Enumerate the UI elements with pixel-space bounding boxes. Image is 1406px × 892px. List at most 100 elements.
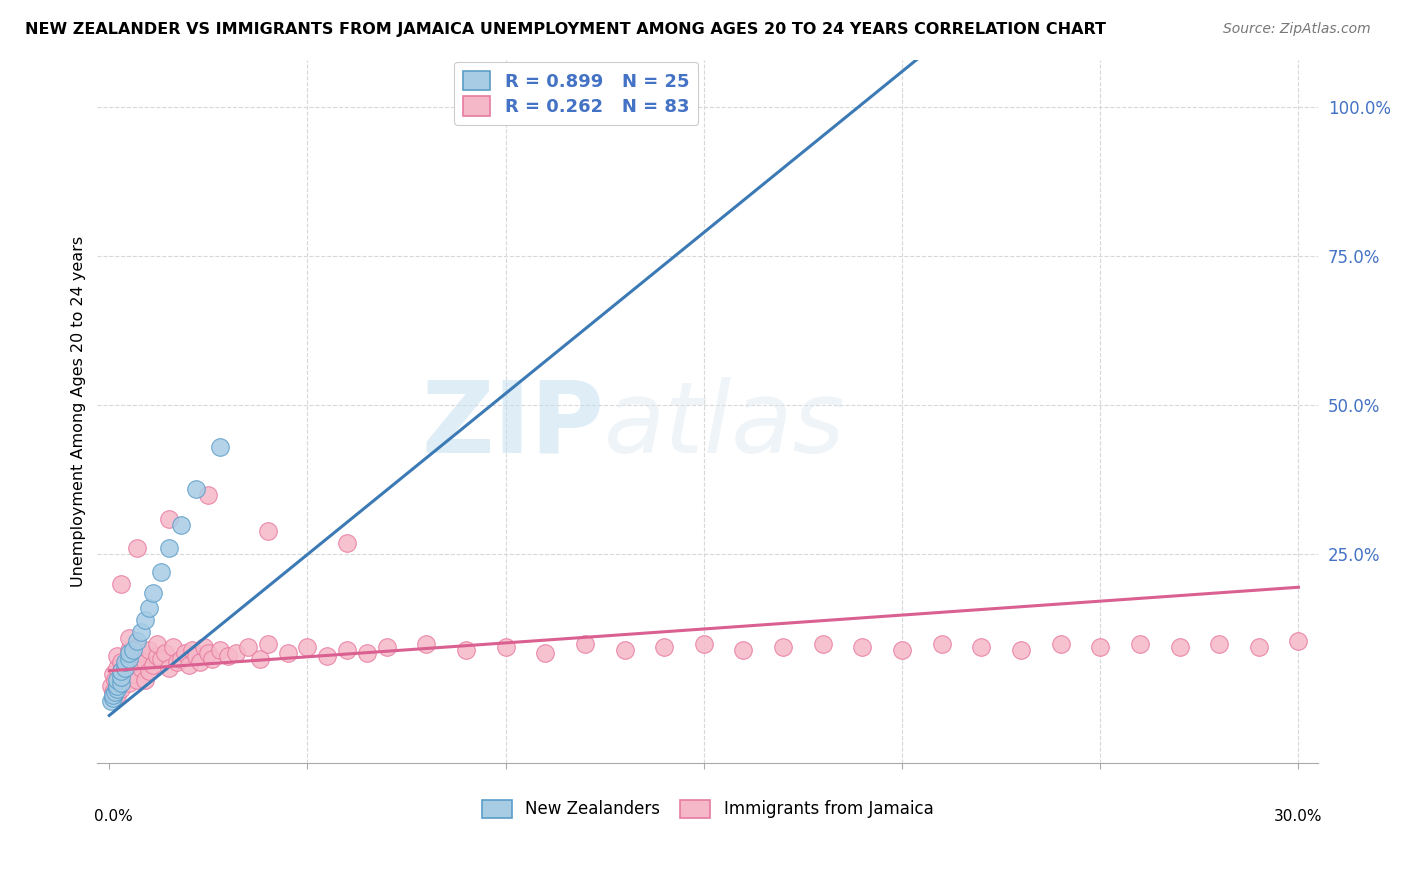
Point [114, 670, 136, 684]
Point [356, 646, 378, 660]
Point [105, 688, 128, 702]
Point [118, 646, 141, 660]
Point [100, 693, 122, 707]
Point [201, 652, 224, 666]
Point [129, 624, 152, 639]
Point [118, 631, 141, 645]
Point [1168, 640, 1191, 654]
Point [104, 673, 127, 687]
Point [157, 661, 180, 675]
Point [114, 661, 136, 675]
Point [114, 657, 136, 672]
Point [256, 524, 278, 538]
Point [574, 637, 596, 651]
Point [134, 655, 156, 669]
Point [375, 640, 398, 654]
Point [772, 640, 794, 654]
Point [613, 643, 636, 657]
Point [1208, 637, 1230, 651]
Point [173, 646, 195, 660]
Text: atlas: atlas [605, 377, 845, 474]
Point [103, 684, 125, 698]
Text: 0.0%: 0.0% [94, 809, 132, 824]
Point [138, 664, 160, 678]
Point [110, 664, 132, 678]
Point [110, 681, 132, 696]
Point [733, 643, 755, 657]
Point [277, 646, 299, 660]
Point [129, 646, 152, 660]
Point [495, 640, 517, 654]
Point [146, 637, 169, 651]
Point [225, 646, 247, 660]
Point [105, 681, 128, 696]
Point [118, 675, 141, 690]
Point [181, 643, 204, 657]
Point [110, 655, 132, 669]
Point [114, 655, 136, 669]
Point [811, 637, 834, 651]
Point [970, 640, 993, 654]
Point [104, 684, 127, 698]
Point [122, 648, 145, 663]
Point [105, 661, 128, 675]
Point [851, 640, 873, 654]
Point [157, 511, 180, 525]
Text: NEW ZEALANDER VS IMMIGRANTS FROM JAMAICA UNEMPLOYMENT AMONG AGES 20 TO 24 YEARS : NEW ZEALANDER VS IMMIGRANTS FROM JAMAICA… [25, 22, 1107, 37]
Point [122, 666, 145, 681]
Point [125, 541, 148, 556]
Point [105, 673, 128, 687]
Point [146, 648, 169, 663]
Point [138, 643, 160, 657]
Point [1129, 637, 1152, 651]
Point [105, 679, 128, 693]
Point [336, 535, 359, 549]
Y-axis label: Unemployment Among Ages 20 to 24 years: Unemployment Among Ages 20 to 24 years [72, 235, 86, 587]
Point [157, 541, 180, 556]
Point [217, 648, 239, 663]
Point [891, 643, 914, 657]
Point [110, 675, 132, 690]
Point [316, 648, 339, 663]
Text: Source: ZipAtlas.com: Source: ZipAtlas.com [1223, 22, 1371, 37]
Point [169, 517, 191, 532]
Point [103, 666, 125, 681]
Point [129, 661, 152, 675]
Point [209, 643, 232, 657]
Point [177, 657, 200, 672]
Point [652, 640, 675, 654]
Point [415, 637, 437, 651]
Point [110, 577, 132, 591]
Point [110, 664, 132, 678]
Point [153, 646, 176, 660]
Point [100, 679, 122, 693]
Point [1049, 637, 1071, 651]
Point [693, 637, 716, 651]
Point [125, 634, 148, 648]
Point [454, 643, 477, 657]
Point [138, 601, 160, 615]
Point [125, 640, 148, 654]
Point [1247, 640, 1270, 654]
Point [1090, 640, 1112, 654]
Point [142, 657, 165, 672]
Point [122, 643, 145, 657]
Point [103, 690, 125, 705]
Point [249, 652, 271, 666]
Point [134, 613, 156, 627]
Point [1288, 634, 1310, 648]
Point [169, 652, 191, 666]
Point [297, 640, 319, 654]
Point [209, 440, 232, 454]
Point [149, 652, 172, 666]
Point [118, 652, 141, 666]
Point [186, 482, 208, 496]
Point [110, 670, 132, 684]
Point [142, 586, 165, 600]
Point [197, 488, 219, 502]
Point [931, 637, 953, 651]
Point [1010, 643, 1032, 657]
Point [166, 655, 188, 669]
Legend: New Zealanders, Immigrants from Jamaica: New Zealanders, Immigrants from Jamaica [475, 793, 941, 825]
Point [149, 566, 172, 580]
